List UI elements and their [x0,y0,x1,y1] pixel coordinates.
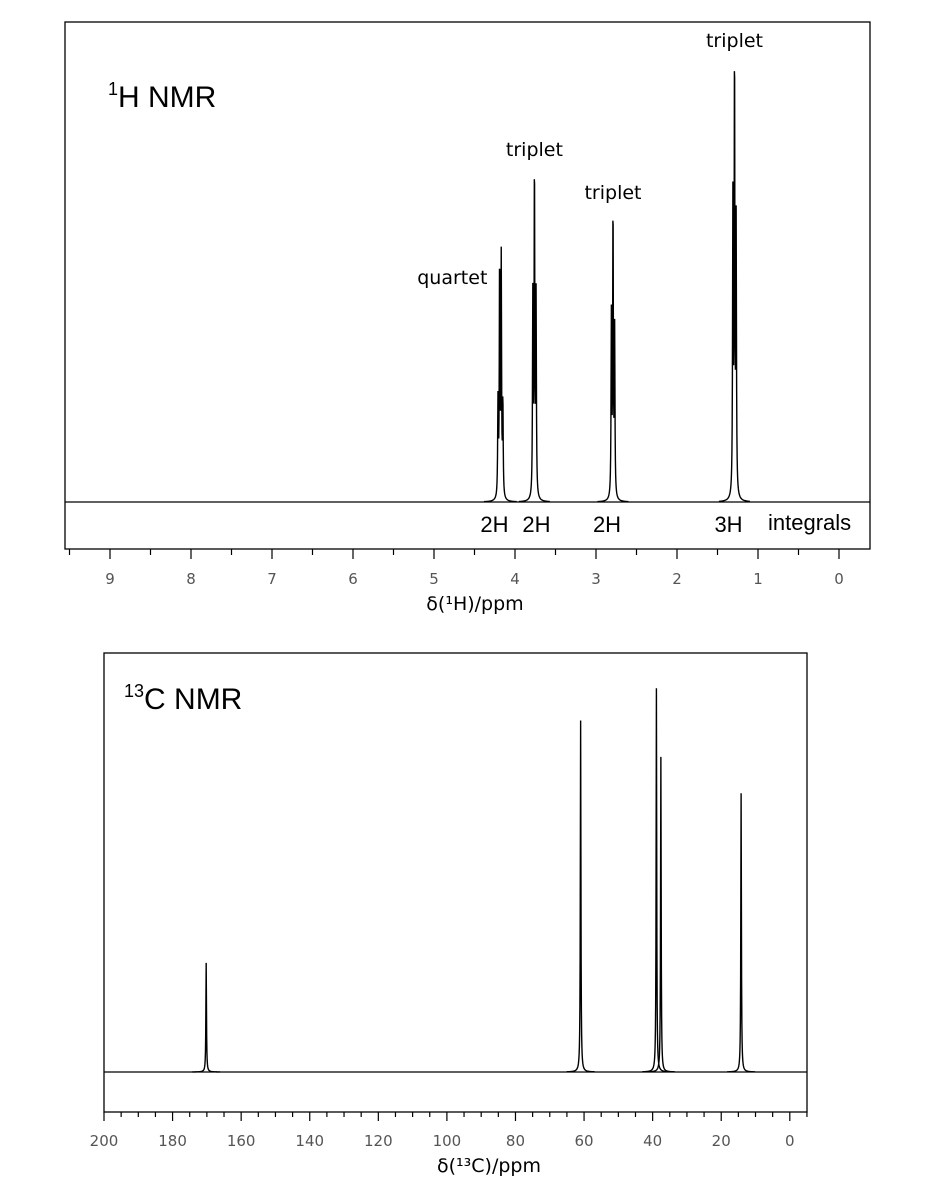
h-nmr-integrals-label: integrals [768,510,851,535]
c-nmr-title: 13C NMR [124,681,242,716]
h-nmr-peak [483,246,517,503]
c-nmr-x-axis-title: δ(¹³C)/ppm [437,1155,541,1177]
h-nmr-tick-label: 5 [429,570,439,588]
c-nmr-peaks [192,688,756,1073]
c-nmr-x-axis: 200 180 160 140 120 100 80 60 40 20 0 [90,1112,808,1150]
c-nmr-tick-label: 200 [90,1132,119,1150]
c-nmr-peak [566,720,595,1073]
h-nmr-integral: 3H [714,512,742,537]
h-nmr-frame [64,21,871,550]
h-nmr-x-axis-title: δ(¹H)/ppm [426,593,523,615]
h-nmr-peak [518,179,550,503]
h-nmr-tick-label: 9 [105,570,115,588]
c-nmr-tick-label: 160 [227,1132,256,1150]
c-nmr-tick-label: 40 [643,1132,662,1150]
h-nmr-title: 1H NMR [108,79,216,114]
h-nmr-tick-label: 4 [510,570,520,588]
c-nmr-tick-label: 100 [433,1132,462,1150]
h-nmr-integral: 2H [593,512,621,537]
c-nmr-tick-label: 80 [506,1132,525,1150]
h-nmr-peak [597,220,629,503]
c-nmr-tick-label: 0 [785,1132,795,1150]
h-nmr-tick-label: 0 [834,570,844,588]
c-nmr-peak [192,962,221,1073]
h-nmr-tick-label: 7 [267,570,277,588]
h-nmr-multiplicity-label: triplet [584,182,641,204]
c-nmr-peak [642,688,671,1073]
h-nmr-multiplicity-labels: quartet triplet triplet triplet [417,30,763,289]
h-nmr-integral: 2H [522,512,550,537]
c-nmr-tick-label: 120 [364,1132,393,1150]
c-nmr-tick-label: 60 [575,1132,594,1150]
h-nmr-tick-label: 3 [591,570,601,588]
h-nmr-tick-label: 6 [348,570,358,588]
h-nmr-tick-label: 8 [186,570,196,588]
h-nmr-integral-labels: 2H 2H 2H 3H [480,512,742,537]
c-nmr-tick-label: 20 [712,1132,731,1150]
h-nmr-peak [718,71,750,503]
h-nmr-multiplicity-label: triplet [506,139,563,161]
c-nmr-panel: 13C NMR 200 180 160 140 120 100 80 60 40 20 0 δ(¹³… [90,652,808,1177]
h-nmr-tick-label: 1 [753,570,763,588]
c-nmr-tick-label: 180 [158,1132,187,1150]
h-nmr-multiplicity-label: triplet [706,30,763,52]
h-nmr-tick-label: 2 [672,570,682,588]
h-nmr-x-axis: 9 8 7 6 5 4 3 2 1 0 [68,549,844,588]
h-nmr-integral: 2H [480,512,508,537]
c-nmr-peak [646,756,675,1073]
h-nmr-multiplicity-label: quartet [417,267,487,289]
c-nmr-frame [103,652,808,1113]
c-nmr-peak [727,793,756,1073]
h-nmr-peaks [483,71,750,503]
c-nmr-tick-label: 140 [295,1132,324,1150]
